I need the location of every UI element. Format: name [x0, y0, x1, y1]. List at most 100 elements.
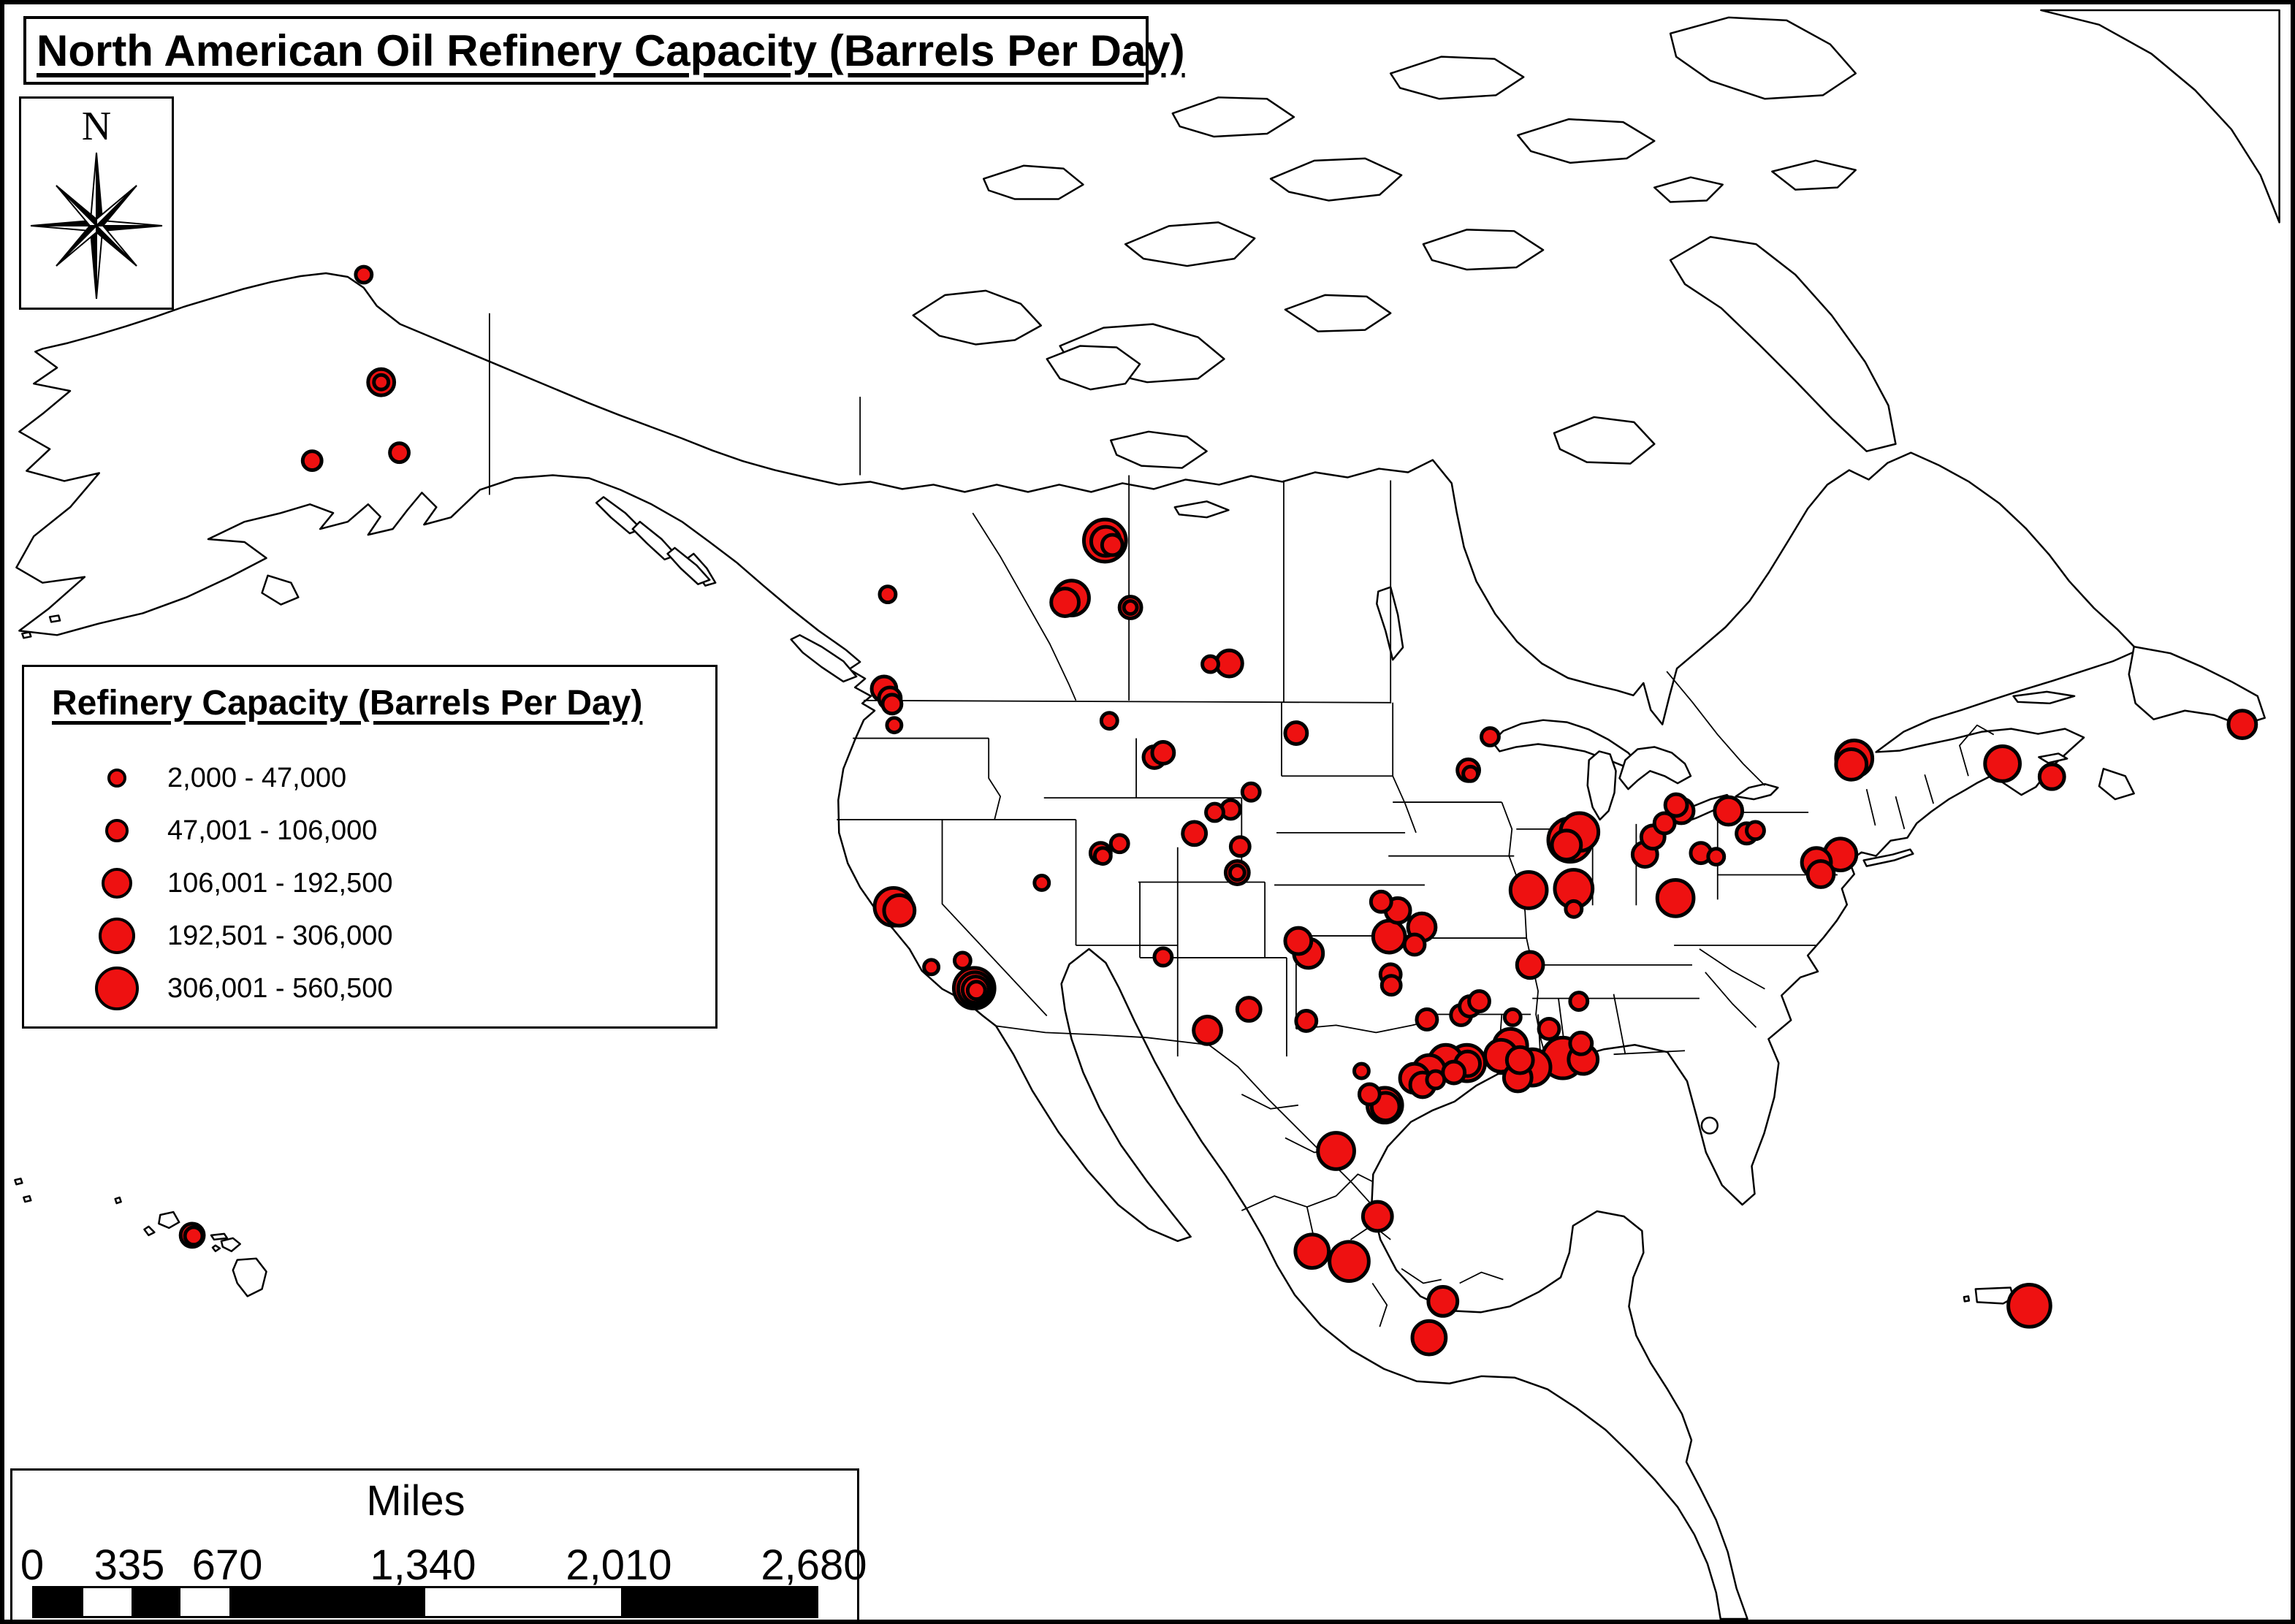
- refinery-symbol: [1410, 1319, 1448, 1357]
- scalebar-bar: [32, 1586, 818, 1618]
- refinery-symbol: [922, 958, 941, 977]
- refinery-symbol: [300, 449, 324, 473]
- refinery-symbol: [1240, 781, 1262, 803]
- refinery-symbol: [1515, 950, 1545, 980]
- legend-class-symbol: [105, 819, 129, 842]
- refinery-symbol: [1150, 740, 1176, 766]
- refinery-symbol: [1655, 878, 1696, 918]
- legend-title: Refinery Capacity (Barrels Per Day): [52, 684, 643, 723]
- refinery-symbol: [1415, 1007, 1439, 1032]
- refinery-symbol: [1426, 1284, 1460, 1318]
- refinery-symbol: [882, 893, 917, 928]
- refinery-symbol: [1122, 599, 1139, 616]
- refinery-symbol: [1745, 820, 1766, 842]
- legend: Refinery Capacity (Barrels Per Day) 2,00…: [22, 665, 718, 1029]
- refinery-symbol: [1152, 946, 1174, 968]
- legend-class-label: 192,501 - 306,000: [167, 920, 393, 951]
- refinery-symbol: [1192, 1014, 1223, 1046]
- refinery-symbol: [1181, 820, 1209, 847]
- refinery-symbol: [1379, 974, 1403, 997]
- scalebar: Miles 0 335 670 1,340 2,010 2,680: [10, 1468, 867, 1620]
- refinery-symbol: [1228, 864, 1247, 882]
- scalebar-tick: 335: [94, 1541, 165, 1589]
- refinery-symbol: [1834, 747, 1869, 782]
- legend-class-symbol: [107, 769, 126, 788]
- refinery-symbol: [1504, 1045, 1535, 1075]
- coastline: [15, 272, 2139, 1620]
- legend-class-label: 47,001 - 106,000: [167, 815, 378, 846]
- refinery-symbol: [1049, 587, 1081, 618]
- refinery-symbol: [1983, 744, 2022, 783]
- refinery-symbol: [1032, 874, 1051, 892]
- legend-row: 47,001 - 106,000: [24, 804, 715, 857]
- refinery-symbol: [354, 264, 374, 285]
- refinery-symbol: [1402, 932, 1427, 957]
- refinery-symbol: [880, 693, 904, 716]
- refinery-symbol: [2006, 1283, 2052, 1329]
- refinery-symbol: [1228, 835, 1252, 858]
- refinery-symbol: [2226, 709, 2258, 741]
- refinery-symbol: [1508, 870, 1549, 910]
- legend-class-label: 2,000 - 47,000: [167, 762, 347, 793]
- refinery-symbol: [1663, 792, 1689, 818]
- legend-class-symbol: [95, 967, 139, 1010]
- north-label: N: [81, 104, 112, 149]
- compass-rose-icon: [30, 152, 163, 300]
- legend-class-symbol: [99, 918, 135, 954]
- refinery-symbol: [1283, 926, 1314, 956]
- scalebar-segment: [180, 1588, 229, 1616]
- scalebar-tick: 1,340: [370, 1541, 476, 1589]
- refinery-symbol: [1537, 1016, 1561, 1041]
- refinery-symbol: [1371, 918, 1407, 955]
- refinery-symbol: [1805, 859, 1836, 889]
- legend-class-label: 306,001 - 560,500: [167, 972, 393, 1004]
- refinery-symbol: [1316, 1131, 1356, 1171]
- scalebar-segment: [229, 1588, 425, 1616]
- refinery-symbol: [1425, 1069, 1447, 1091]
- refinery-symbol: [183, 1225, 205, 1247]
- refinery-symbol-layer: [178, 264, 2258, 1357]
- refinery-symbol: [1550, 828, 1583, 862]
- refinery-symbol: [1293, 1232, 1331, 1270]
- refinery-symbol: [1369, 889, 1393, 914]
- scalebar-segment: [132, 1588, 180, 1616]
- refinery-symbol: [1108, 833, 1130, 855]
- refinery-symbol: [1200, 654, 1220, 674]
- refinery-symbol: [1092, 846, 1113, 866]
- scalebar-tick-labels: 0 335 670 1,340 2,010 2,680: [12, 1541, 867, 1592]
- refinery-symbol: [1564, 899, 1584, 919]
- refinery-symbol: [1328, 1240, 1371, 1284]
- refinery-symbol: [952, 950, 973, 971]
- map-title-box: North American Oil Refinery Capacity (Ba…: [23, 16, 1185, 85]
- refinery-symbol: [1235, 996, 1263, 1023]
- refinery-symbol: [1467, 989, 1491, 1014]
- refinery-symbol: [1502, 1007, 1523, 1027]
- scalebar-tick: 2,680: [761, 1541, 867, 1589]
- legend-class-symbol: [102, 868, 132, 899]
- refinery-symbol: [1360, 1200, 1394, 1233]
- scalebar-segment: [621, 1588, 816, 1616]
- scalebar-tick: 0: [20, 1541, 45, 1589]
- north-arrow-box: N: [19, 96, 174, 310]
- refinery-symbol: [1441, 1059, 1467, 1086]
- refinery-symbol: [1352, 1061, 1371, 1080]
- legend-class-label: 106,001 - 192,500: [167, 867, 393, 899]
- scalebar-units-label: Miles: [366, 1477, 465, 1525]
- refinery-symbol: [1461, 764, 1480, 783]
- refinery-symbol: [885, 716, 904, 735]
- scalebar-tick: 2,010: [566, 1541, 672, 1589]
- refinery-symbol: [1568, 991, 1590, 1013]
- refinery-symbol: [878, 584, 898, 605]
- scalebar-segment: [425, 1588, 621, 1616]
- refinery-symbol: [1294, 1009, 1319, 1033]
- legend-row: 192,501 - 306,000: [24, 910, 715, 962]
- refinery-symbol: [2037, 762, 2066, 791]
- legend-row: 2,000 - 47,000: [24, 752, 715, 804]
- refinery-symbol: [1100, 533, 1124, 557]
- refinery-symbol: [1357, 1082, 1382, 1107]
- refinery-symbol: [388, 441, 411, 465]
- scalebar-segment: [34, 1588, 83, 1616]
- refinery-symbol: [1204, 801, 1225, 823]
- refinery-symbol: [1652, 811, 1677, 836]
